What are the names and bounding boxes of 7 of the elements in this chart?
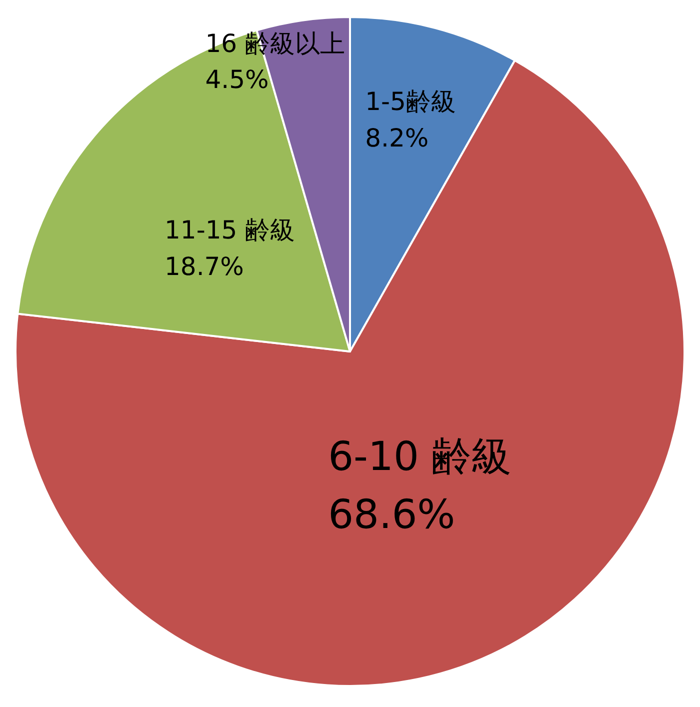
data-label: 4.5%: [205, 65, 269, 94]
data-label: 68.6%: [328, 492, 456, 538]
slice-label: 11-15 齢級: [164, 216, 296, 245]
data-label: 18.7%: [164, 252, 244, 281]
slice-label: 1-5齢級: [365, 87, 456, 116]
slice-label: 6-10 齢級: [328, 434, 512, 480]
data-label: 8.2%: [365, 123, 429, 152]
